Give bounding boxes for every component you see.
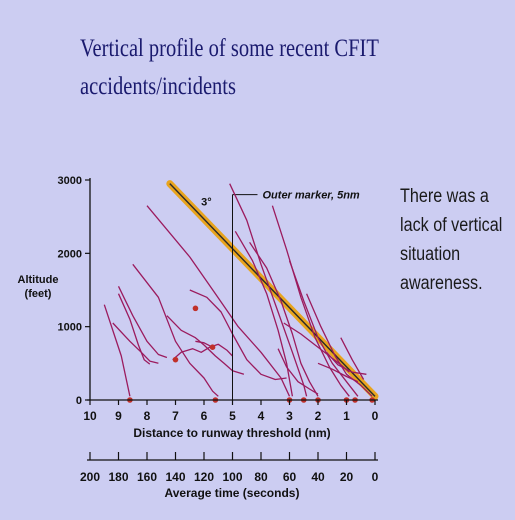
- accident-profile-line: [146, 205, 291, 397]
- impact-point: [172, 356, 179, 363]
- note-line-2: lack of vertical: [400, 215, 503, 236]
- title-line-2: accidents/incidents: [80, 73, 236, 100]
- time-tick-label: 80: [254, 470, 268, 484]
- accident-profile-line: [317, 362, 359, 383]
- glide-path-centerline: [169, 183, 376, 397]
- note-line-4: awareness.: [400, 273, 483, 294]
- time-tick-label: 40: [311, 470, 325, 484]
- x-tick-label: 3: [286, 409, 293, 423]
- time-tick-label: 160: [137, 470, 157, 484]
- accident-profile-line: [132, 263, 219, 397]
- accident-profile-line: [117, 293, 151, 365]
- outer-marker-label: Outer marker, 5nm: [263, 190, 360, 202]
- y-tick-label: 3000: [58, 175, 82, 187]
- x-tick-label: 1: [343, 409, 350, 423]
- y-axis-label-line-1: Altitude: [18, 274, 59, 286]
- accident-profile-line: [117, 286, 168, 359]
- time-tick-label: 180: [108, 470, 128, 484]
- impact-point: [192, 305, 199, 312]
- accident-profile-line: [288, 260, 359, 397]
- time-tick-label: 140: [165, 470, 185, 484]
- y-axis-label-line-2: (feet): [25, 288, 52, 300]
- y-tick-label: 2000: [58, 248, 82, 260]
- note-line-3: situation: [400, 244, 461, 265]
- x-tick-label: 0: [372, 409, 379, 423]
- x-tick-label: 7: [172, 409, 179, 423]
- x-tick-label: 8: [144, 409, 151, 423]
- x-tick-label: 2: [315, 409, 322, 423]
- x-tick-label: 6: [201, 409, 208, 423]
- accident-profile-line: [340, 337, 365, 380]
- time-tick-label: 200: [80, 470, 100, 484]
- x-axis-label: Distance to runway threshold (nm): [133, 426, 330, 440]
- x-tick-label: 4: [258, 409, 265, 423]
- time-tick-label: 0: [372, 470, 379, 484]
- y-tick-label: 1000: [58, 322, 82, 334]
- accident-profile-line: [112, 322, 159, 364]
- time-axis-label: Average time (seconds): [165, 486, 300, 500]
- glide-path-label: 3°: [201, 197, 212, 209]
- time-tick-label: 60: [283, 470, 297, 484]
- slide-title: Vertical profile of some recent CFIT acc…: [80, 30, 424, 106]
- accident-profile-line: [306, 293, 373, 397]
- accident-profile-line: [271, 205, 350, 397]
- title-line-1: Vertical profile of some recent CFIT: [80, 35, 379, 62]
- accident-profile-line: [283, 322, 350, 373]
- y-tick-label: 0: [76, 395, 82, 407]
- accident-profile-line: [195, 340, 213, 348]
- time-tick-label: 20: [340, 470, 354, 484]
- time-tick-label: 100: [222, 470, 242, 484]
- accident-profile-line: [249, 241, 319, 397]
- time-tick-label: 120: [194, 470, 214, 484]
- impact-point: [209, 344, 216, 351]
- accident-profile-line: [172, 343, 233, 361]
- accident-profile-line: [166, 315, 245, 375]
- x-tick-label: 10: [83, 409, 97, 423]
- x-tick-label: 5: [229, 409, 236, 423]
- side-note: There was a lack of vertical situation a…: [400, 182, 503, 298]
- accident-profile-line: [277, 348, 319, 395]
- x-tick-label: 9: [115, 409, 122, 423]
- note-line-1: There was a: [400, 186, 489, 207]
- accident-profile-line: [189, 289, 287, 381]
- accident-profile-line: [103, 304, 131, 397]
